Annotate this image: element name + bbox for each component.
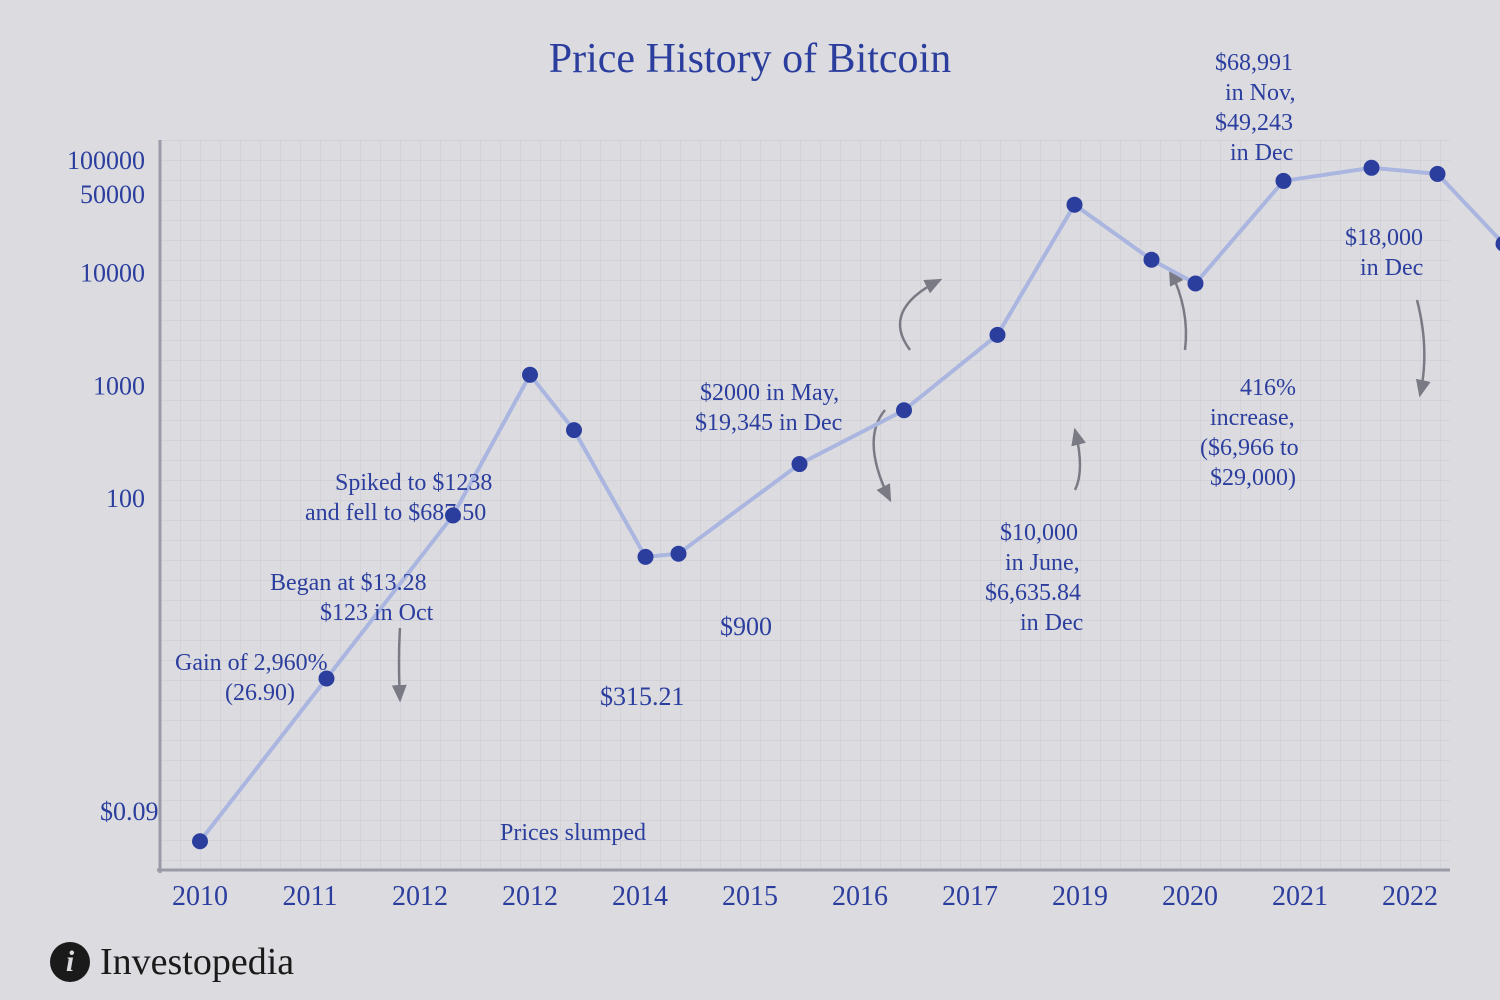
chart-container: 100 1000 10000 50000 100000 2010 2011 2012 2012… xyxy=(0,0,1500,1000)
chart-annotation: $29,000) xyxy=(1210,465,1296,491)
brand-footer: i Investopedia xyxy=(50,940,294,984)
x-tick-label: 2022 xyxy=(1382,881,1438,912)
chart-annotation: ($6,966 to xyxy=(1200,435,1299,461)
data-point-marker xyxy=(1430,166,1446,182)
data-point-marker xyxy=(896,402,912,418)
y-tick-label: 100 xyxy=(106,484,145,513)
x-tick-label: 2010 xyxy=(172,881,228,912)
chart-annotation: $900 xyxy=(720,612,772,641)
x-tick-label: 2012 xyxy=(502,881,558,912)
chart-annotation: Gain of 2,960% xyxy=(175,650,328,676)
data-point-marker xyxy=(671,546,687,562)
chart-annotation: $123 in Oct xyxy=(320,600,434,626)
chart-annotation: in June, xyxy=(1005,550,1080,576)
x-tick-label: 2012 xyxy=(392,881,448,912)
chart-annotation: 416% xyxy=(1240,375,1296,401)
chart-annotation: $49,243 xyxy=(1215,110,1293,136)
chart-annotation: increase, xyxy=(1210,405,1295,431)
y-tick-label: 50000 xyxy=(80,180,145,209)
chart-annotation: $6,635.84 xyxy=(985,580,1081,606)
chart-annotation: in Dec xyxy=(1230,140,1293,166)
data-point-marker xyxy=(566,422,582,438)
data-point-marker xyxy=(1067,197,1083,213)
x-tick-label: 2019 xyxy=(1052,881,1108,912)
x-tick-label: 2016 xyxy=(832,881,888,912)
chart-annotation: $19,345 in Dec xyxy=(695,410,842,436)
chart-annotation: $10,000 xyxy=(1000,520,1078,546)
data-point-marker xyxy=(1144,252,1160,268)
chart-annotation: (26.90) xyxy=(225,680,295,706)
data-point-marker xyxy=(638,549,654,565)
x-tick-label: 2017 xyxy=(942,881,998,912)
investopedia-logo-icon: i xyxy=(50,942,90,982)
chart-annotation: $2000 in May, xyxy=(700,380,839,406)
data-point-marker xyxy=(192,833,208,849)
x-tick-label: 2014 xyxy=(612,881,668,912)
brand-text: Investopedia xyxy=(100,940,294,984)
chart-annotation: in Dec xyxy=(1360,255,1423,281)
annotation-arrow xyxy=(399,628,400,700)
x-tick-label: 2011 xyxy=(283,881,338,912)
chart-annotation: Began at $13.28 xyxy=(270,570,427,596)
chart-annotation: $0.09 xyxy=(100,797,159,826)
chart-annotation: $18,000 xyxy=(1345,225,1423,251)
chart-title: Price History of Bitcoin xyxy=(0,35,1500,83)
chart-annotation: $315.21 xyxy=(600,682,685,711)
x-tick-label: 2015 xyxy=(722,881,778,912)
data-point-marker xyxy=(1276,173,1292,189)
y-tick-label: 10000 xyxy=(80,259,145,288)
y-tick-label: 1000 xyxy=(93,371,145,400)
chart-annotation: Prices slumped xyxy=(500,820,646,846)
x-tick-label: 2020 xyxy=(1162,881,1218,912)
data-point-marker xyxy=(522,367,538,383)
data-point-marker xyxy=(990,327,1006,343)
chart-annotation: in Nov, xyxy=(1225,80,1295,106)
data-point-marker xyxy=(1188,275,1204,291)
data-point-marker xyxy=(1364,160,1380,176)
price-history-chart: 100 1000 10000 50000 100000 2010 2011 2012 2012… xyxy=(0,0,1500,1000)
chart-annotation: in Dec xyxy=(1020,610,1083,636)
y-tick-label: 100000 xyxy=(67,146,145,175)
x-tick-label: 2021 xyxy=(1272,881,1328,912)
chart-annotation: and fell to $687.50 xyxy=(305,500,486,526)
data-point-marker xyxy=(792,456,808,472)
chart-annotation: Spiked to $1238 xyxy=(335,470,492,496)
